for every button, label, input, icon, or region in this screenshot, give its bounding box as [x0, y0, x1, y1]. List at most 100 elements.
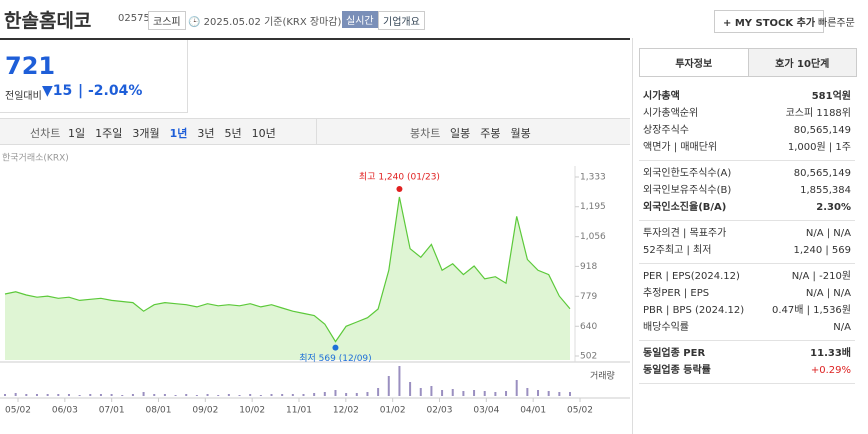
volume-bar — [494, 392, 497, 396]
info-value: N/A | -210원 — [791, 271, 851, 282]
volume-bar — [14, 393, 17, 396]
info-row: 시가총액순위 코스피 1188위 — [639, 105, 855, 122]
info-row: 외국인한도주식수(A) 80,565,149 — [639, 165, 855, 182]
info-value: +0.29% — [810, 365, 851, 376]
volume-bar — [419, 388, 422, 396]
volume-bar — [57, 394, 60, 396]
info-label: 배당수익률 — [643, 322, 689, 333]
volume-bar — [4, 394, 6, 396]
low-label: 최저 569 (12/09) — [299, 353, 371, 364]
high-dot — [396, 186, 403, 193]
overview-btn[interactable]: 기업개요 — [378, 11, 425, 30]
info-label: PER | EPS(2024.12) — [643, 271, 740, 282]
y-tick-label: 918 — [580, 262, 597, 272]
panel-tab[interactable]: 투자정보 — [675, 59, 713, 70]
volume-bar — [195, 395, 198, 396]
volume-bar — [99, 394, 102, 396]
period-tab[interactable]: 1년 — [169, 127, 188, 140]
low-dot — [332, 344, 339, 351]
y-tick-label: 1,333 — [580, 173, 606, 183]
volume-bar — [67, 394, 70, 396]
volume-bar — [515, 380, 518, 396]
candle-tab[interactable]: 봉차트 — [410, 127, 441, 140]
period-tab[interactable]: 5년 — [224, 127, 242, 140]
volume-bar — [227, 394, 230, 396]
date-text: 2025.05.02 기준(KRX 장마감) — [203, 17, 342, 28]
period-tab[interactable]: 3개월 — [132, 127, 160, 140]
volume-bar — [110, 394, 113, 396]
x-tick-label: 01/02 — [380, 406, 406, 416]
volume-bar — [313, 393, 316, 396]
info-label: 시가총액 — [643, 91, 680, 102]
volume-bar — [89, 394, 92, 396]
panel-tabs: 투자정보 호가 10단계 — [639, 48, 857, 77]
x-tick-label: 05/02 — [5, 406, 31, 416]
volume-bar — [323, 392, 326, 396]
realtime-btn[interactable]: 실시간 — [342, 11, 378, 28]
volume-bar — [142, 392, 145, 396]
price-box: 721 전일대비 ▼15 | -2.04% — [0, 40, 188, 113]
volume-bar — [473, 390, 476, 396]
volume-bar — [185, 394, 188, 396]
volume-bar — [387, 376, 390, 396]
rate: | -2.04% — [78, 83, 143, 99]
volume-label: 거래량 — [590, 370, 615, 382]
info-value: 80,565,149 — [793, 168, 851, 179]
info-value: 1,855,384 — [800, 185, 851, 196]
volume-bar — [430, 386, 433, 396]
line-chart-tab[interactable]: 선차트 — [30, 127, 61, 140]
period-tab[interactable]: 1일 — [68, 127, 86, 140]
volume-bar — [558, 392, 561, 396]
period-bar: 선차트 1일 1주일 3개월 1년 3년 5년 10년 봉차트 일봉 주봉 월봉 — [0, 118, 630, 145]
x-tick-label: 06/03 — [52, 406, 78, 416]
volume-bar — [366, 392, 369, 396]
period-tab[interactable]: 3년 — [197, 127, 215, 140]
volume-bar — [78, 395, 81, 396]
candle-option[interactable]: 주봉 — [480, 127, 501, 140]
x-tick-label: 02/03 — [427, 406, 453, 416]
mystock-btn[interactable]: + MY STOCK 추가 — [714, 10, 825, 33]
y-tick-label: 1,056 — [580, 232, 606, 242]
volume-bar — [398, 366, 401, 396]
info-value: 80,565,149 — [793, 125, 851, 136]
volume-bar — [377, 388, 380, 396]
period-tab[interactable]: 1주일 — [95, 127, 123, 140]
change-label: 전일대비 — [5, 91, 42, 102]
panel-tab[interactable]: 호가 10단계 — [747, 49, 856, 76]
x-tick-label: 08/01 — [146, 406, 172, 416]
info-value: 2.30% — [816, 202, 851, 213]
info-section: 동일업종 PER 11.33배 동일업종 등락률 +0.29% — [639, 341, 855, 384]
chart: 한국거래소(KRX) 502 640 779 918 1,056 1,195 1,333 최고 … — [0, 153, 630, 416]
candle-option[interactable]: 일봉 — [450, 127, 471, 140]
info-label: 외국인보유주식수(B) — [643, 185, 732, 196]
info-value: 1,000원 | 1주 — [787, 142, 851, 153]
info-value: 581억원 — [811, 91, 851, 102]
info-row: 액면가 | 매매단위 1,000원 | 1주 — [639, 139, 855, 156]
rate-value: -2.04% — [88, 83, 143, 99]
info-row: 상장주식수 80,565,149 — [639, 122, 855, 139]
x-tick-label: 07/01 — [99, 406, 125, 416]
candle-option[interactable]: 월봉 — [510, 127, 531, 140]
volume-bar — [25, 394, 28, 396]
volume-bar — [259, 395, 262, 396]
source: 한국거래소(KRX) — [2, 153, 69, 164]
volume-bar — [291, 394, 294, 396]
period-tab[interactable]: 10년 — [251, 127, 276, 140]
quick-order[interactable]: 빠른주문 — [818, 18, 855, 29]
volume-bar — [483, 391, 486, 396]
volume-bar — [537, 390, 540, 396]
volume-bar — [462, 391, 465, 396]
x-tick-label: 05/02 — [567, 406, 593, 416]
price-area — [5, 197, 570, 360]
y-tick-label: 1,195 — [580, 202, 606, 212]
info-label: PBR | BPS (2024.12) — [643, 305, 745, 316]
candles: 일봉 주봉 월봉 — [450, 125, 541, 141]
info-label: 추정PER | EPS — [643, 288, 710, 299]
change: ▼15 — [42, 83, 73, 99]
volume-bar — [249, 394, 252, 396]
info-row: 52주최고 | 최저 1,240 | 569 — [639, 242, 855, 259]
volume-bar — [302, 394, 305, 396]
info-label: 투자의견 | 목표주가 — [643, 228, 727, 239]
